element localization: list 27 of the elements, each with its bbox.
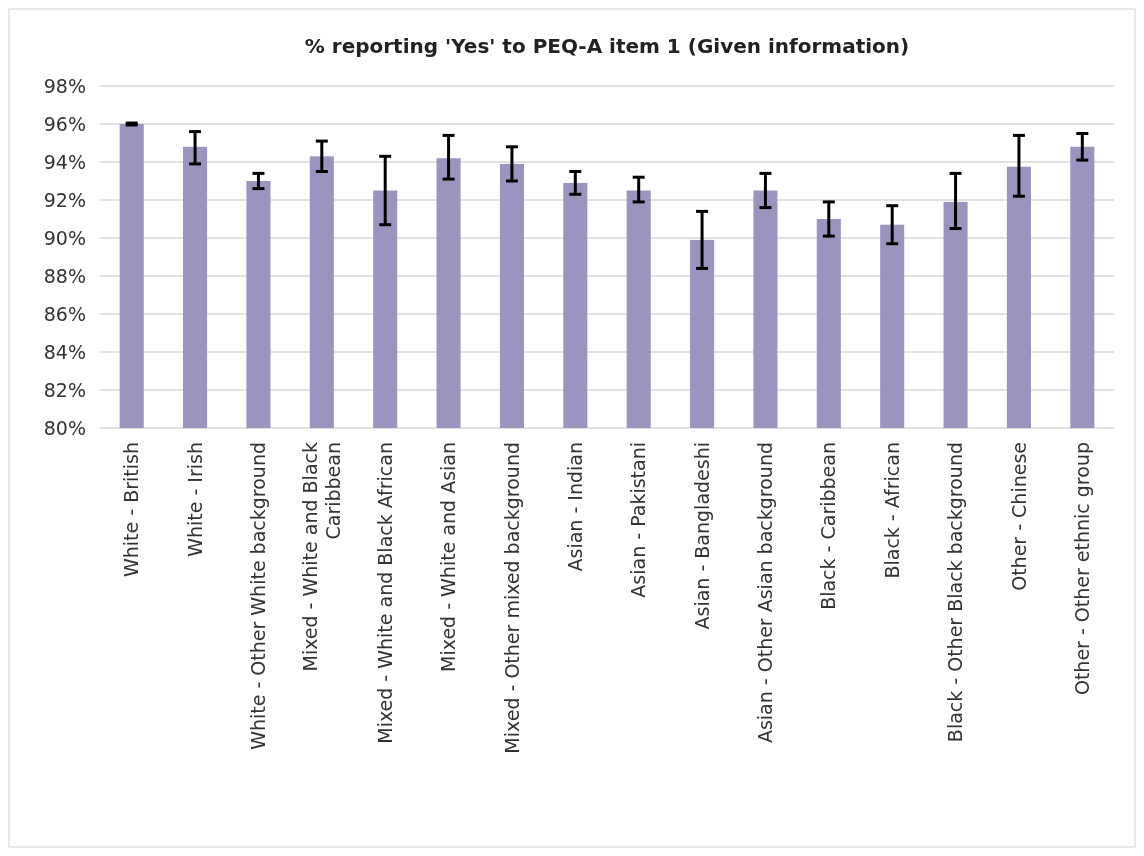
y-tick-label: 94% <box>43 150 86 173</box>
y-tick-label: 86% <box>43 302 86 325</box>
x-tick-label: Other - Other ethnic group <box>1070 442 1093 696</box>
x-tick-label: White - British <box>120 442 143 577</box>
x-tick-label: Mixed - White and Black African <box>373 442 396 744</box>
x-tick-label: Black - Other Black background <box>944 442 967 743</box>
x-tick-label: Black - Caribbean <box>817 442 840 610</box>
y-tick-label: 82% <box>43 378 86 401</box>
x-tick-label: White - Other White background <box>247 442 270 750</box>
x-tick-label: Mixed - Other mixed background <box>500 442 523 754</box>
x-tick-label: Asian - Bangladeshi <box>690 442 713 630</box>
chart-title: % reporting 'Yes' to PEQ-A item 1 (Given information) <box>304 34 910 58</box>
x-tick-label: Asian - Indian <box>563 442 586 572</box>
x-tick-label: Asian - Other Asian background <box>754 442 777 744</box>
x-tick-label: Mixed - White and Asian <box>437 442 460 672</box>
y-tick-label: 84% <box>43 340 86 363</box>
y-tick-label: 92% <box>43 188 86 211</box>
x-tick-label: Black - African <box>880 442 903 579</box>
y-tick-label: 88% <box>43 264 86 287</box>
y-tick-label: 98% <box>43 74 86 97</box>
y-tick-label: 96% <box>43 112 86 135</box>
y-tick-label: 80% <box>43 416 86 439</box>
y-tick-label: 90% <box>43 226 86 249</box>
x-tick-label: White - Irish <box>183 442 206 557</box>
x-tick-label: Asian - Pakistani <box>627 442 650 598</box>
x-tick-label: Other - Chinese <box>1007 442 1030 591</box>
x-tick-label: Mixed - White and Black Caribbean <box>299 442 344 672</box>
